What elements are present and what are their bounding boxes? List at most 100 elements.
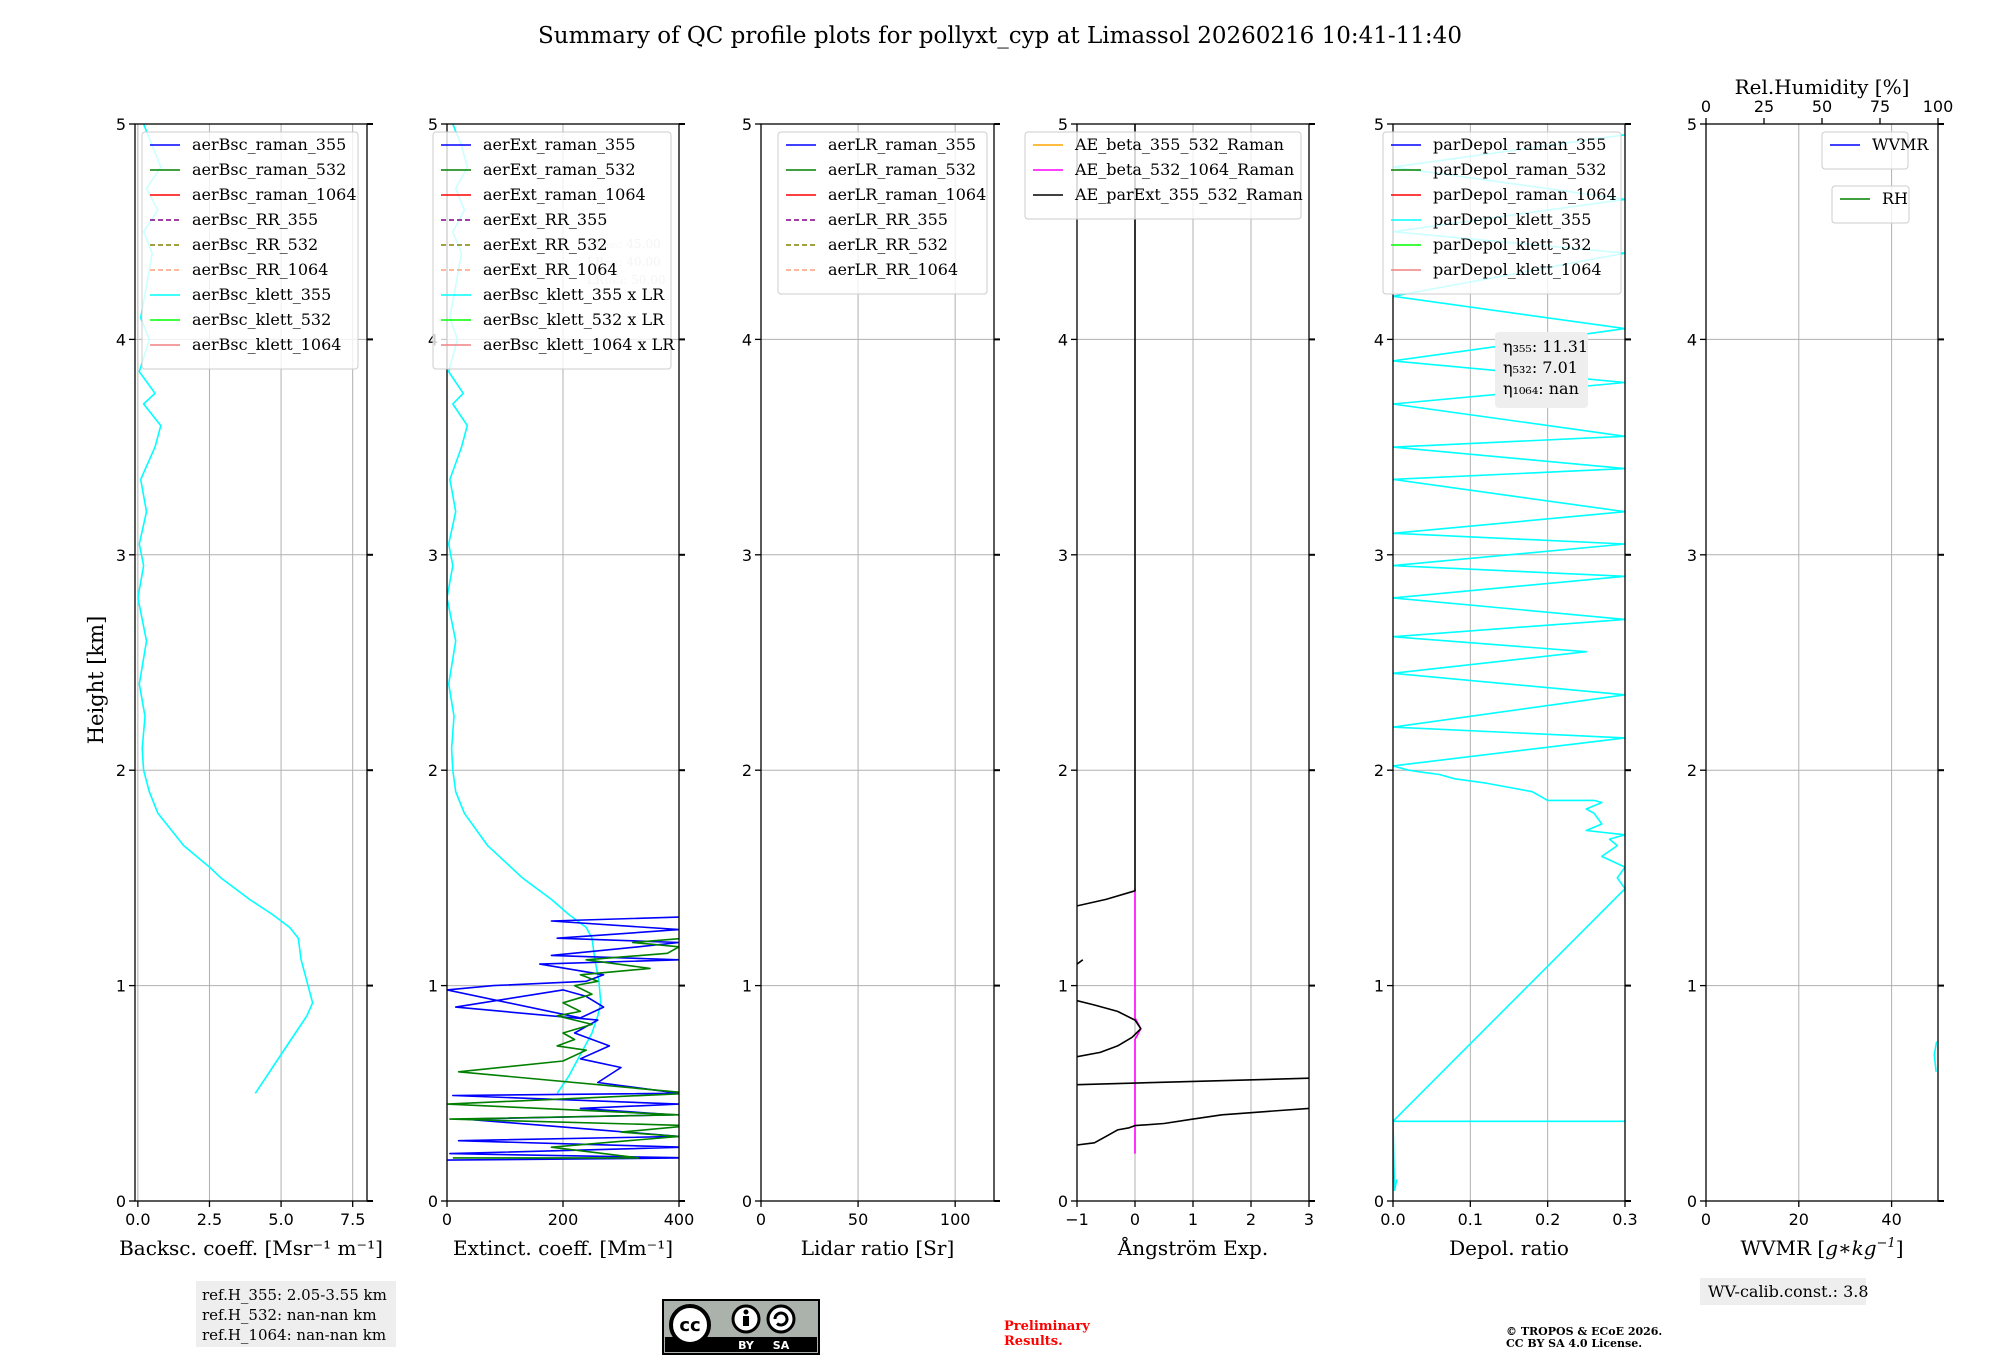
wvmr-legend2-frame	[1831, 185, 1910, 224]
angstrom-line-ae-parext-355-532-raman	[1077, 1107, 1309, 1146]
wvmr-xtick-label-2: 40	[1881, 1210, 1901, 1229]
extinction-legend-label-1: aerExt_raman_532	[483, 160, 636, 179]
extinction-xtick-label-0: 0	[442, 1210, 452, 1229]
wvmr-ytick-label-1: 1	[1687, 977, 1697, 996]
backscatter-ytick-label-4: 4	[116, 330, 126, 349]
extinction-ytick-label-0: 0	[428, 1192, 438, 1211]
angstrom-xtick-label-1: 0	[1130, 1210, 1140, 1229]
wvmr-ytick-label-3: 3	[1687, 546, 1697, 565]
extinction-legend-label-6: aerBsc_klett_355 x LR	[483, 285, 665, 304]
backscatter-xtick-label-2: 5.0	[268, 1210, 293, 1229]
wvmr-top-tick-label-0: 0	[1701, 97, 1711, 116]
backscatter-legend-label-5: aerBsc_RR_1064	[192, 260, 328, 279]
lidar_ratio-ytick-label-4: 4	[742, 330, 752, 349]
depol-ytick-label-3: 3	[1374, 546, 1384, 565]
extinction-xlabel: Extinct. coeff. [Mm⁻¹]	[453, 1236, 673, 1260]
backscatter-xtick-label-0: 0.0	[125, 1210, 150, 1229]
extinction-legend-frame	[432, 131, 672, 370]
copyright-line-2: CC BY SA 4.0 License.	[1506, 1337, 1642, 1350]
panel-depol: 0 1 2 3 4 5 0.0 0.1 0.2 0.3 Depol. ratio parDepol_r…	[1374, 115, 1638, 1260]
angstrom-legend-label-0: AE_beta_355_532_Raman	[1074, 135, 1284, 154]
wvmr-xlabel-main: WVMR [	[1740, 1236, 1825, 1260]
copyright-line-1: © TROPOS & ECoE 2026.	[1506, 1325, 1662, 1338]
depol-xtick-label-3: 0.3	[1612, 1210, 1637, 1229]
depol-legend-label-1: parDepol_raman_532	[1433, 160, 1606, 179]
backscatter-ytick-label-5: 5	[116, 115, 126, 134]
depol-legend-label-0: parDepol_raman_355	[1433, 135, 1606, 154]
lidar_ratio-legend-label-5: aerLR_RR_1064	[828, 260, 958, 279]
lidar_ratio-axes-frame	[760, 123, 995, 1202]
panel-backscatter: 0 1 2 3 4 5 0.0 2.5 5.0 7.5 Backsc. coeff. [Msr⁻¹ …	[116, 115, 383, 1260]
depol-ytick-label-2: 2	[1374, 761, 1384, 780]
depol-legend-label-5: parDepol_klett_1064	[1433, 260, 1602, 279]
lidar_ratio-xtick-label-0: 0	[756, 1210, 766, 1229]
angstrom-line-ae-parext-355-532-raman-d-	[1077, 959, 1084, 965]
depol-xlabel: Depol. ratio	[1449, 1236, 1569, 1260]
angstrom-ytick-label-5: 5	[1058, 115, 1068, 134]
wvmr-legend-label-0: WVMR	[1872, 135, 1929, 154]
backscatter-ytick-label-2: 2	[116, 761, 126, 780]
depol-xtick-label-0: 0.0	[1380, 1210, 1405, 1229]
backscatter-legend-label-6: aerBsc_klett_355	[192, 285, 331, 304]
extinction-legend-label-7: aerBsc_klett_532 x LR	[483, 310, 665, 329]
extinction-legend-label-2: aerExt_raman_1064	[483, 185, 646, 204]
depol-ytick-label-1: 1	[1374, 977, 1384, 996]
backscatter-legend-label-2: aerBsc_raman_1064	[192, 185, 357, 204]
depol-ytick-label-0: 0	[1374, 1192, 1384, 1211]
backscatter-legend-label-3: aerBsc_RR_355	[192, 210, 318, 229]
angstrom-legend-label-1: AE_beta_532_1064_Raman	[1074, 160, 1294, 179]
y-axis-label: Height [km]	[84, 616, 108, 745]
wvmr-xlabel: WVMR [g∗kg−1]	[1740, 1236, 1903, 1260]
angstrom-series	[1077, 124, 1309, 1154]
wvmr-top-tick-label-4: 100	[1923, 97, 1954, 116]
wvmr-xtick-label-0: 0	[1701, 1210, 1711, 1229]
extinction-ytick-label-5: 5	[428, 115, 438, 134]
lidar_ratio-xtick-label-2: 100	[940, 1210, 971, 1229]
cc-by-sa-badge: cc BY SA	[662, 1299, 820, 1355]
extinction-ytick-label-1: 1	[428, 977, 438, 996]
wvmr-series	[1933, 1041, 1938, 1072]
depol-xtick-label-2: 0.2	[1535, 1210, 1560, 1229]
badge-sa: SA	[773, 1339, 790, 1352]
wvmr-xtick-label-1: 20	[1789, 1210, 1809, 1229]
wvmr-top-xlabel: Rel.Humidity [%]	[1735, 75, 1910, 99]
angstrom-xtick-label-2: 1	[1188, 1210, 1198, 1229]
lidar_ratio-xtick-label-1: 50	[848, 1210, 868, 1229]
wvmr-xlabel-end: ]	[1896, 1236, 1904, 1260]
depol-legend-label-4: parDepol_klett_532	[1433, 235, 1591, 254]
lidar_ratio-ytick-label-3: 3	[742, 546, 752, 565]
extinction-legend-label-3: aerExt_RR_355	[483, 210, 607, 229]
depol-ytick-label-4: 4	[1374, 330, 1384, 349]
wvmr-ytick-label-4: 4	[1687, 330, 1697, 349]
depol-ytick-label-5: 5	[1374, 115, 1384, 134]
backscatter-axes-frame	[134, 123, 368, 1202]
wv-calib-box: WV-calib.const.: 3.8	[1700, 1278, 1869, 1305]
panels: 0 1 2 3 4 5 0.0 2.5 5.0 7.5 Backsc. coeff. [Msr⁻¹ …	[116, 75, 1953, 1260]
lidar_ratio-ytick-label-5: 5	[742, 115, 752, 134]
extinction-line-aerext-raman-355	[447, 916, 679, 1161]
extinction-line-aerext-raman-532	[447, 937, 679, 1159]
person-icon-body	[743, 1316, 749, 1326]
angstrom-ytick-label-0: 0	[1058, 1192, 1068, 1211]
depol-annotation-2: η₁₀₆₄: nan	[1503, 379, 1579, 398]
depol-xtick-label-1: 0.1	[1458, 1210, 1483, 1229]
wvmr-ytick-label-5: 5	[1687, 115, 1697, 134]
angstrom-ytick-label-1: 1	[1058, 977, 1068, 996]
lidar_ratio-legend-frame	[777, 131, 988, 295]
angstrom-ytick-label-2: 2	[1058, 761, 1068, 780]
extinction-legend-label-8: aerBsc_klett_1064 x LR	[483, 335, 675, 354]
angstrom-xtick-label-0: −1	[1065, 1210, 1089, 1229]
lidar_ratio-ytick-label-0: 0	[742, 1192, 752, 1211]
cc-icon	[669, 1304, 711, 1346]
lidar_ratio-xlabel: Lidar ratio [Sr]	[801, 1236, 955, 1260]
backscatter-legend-frame	[141, 131, 359, 370]
depol-legend-label-3: parDepol_klett_355	[1433, 210, 1591, 229]
backscatter-ytick-label-1: 1	[116, 977, 126, 996]
lidar_ratio-legend-label-4: aerLR_RR_532	[828, 235, 948, 254]
ref-height-1064: ref.H_1064: nan-nan km	[202, 1326, 386, 1344]
person-icon-head	[743, 1309, 749, 1315]
depol-line-pardepol-klett-355	[1393, 134, 1625, 1191]
backscatter-legend-label-4: aerBsc_RR_532	[192, 235, 318, 254]
lidar_ratio-legend-label-1: aerLR_raman_532	[828, 160, 976, 179]
